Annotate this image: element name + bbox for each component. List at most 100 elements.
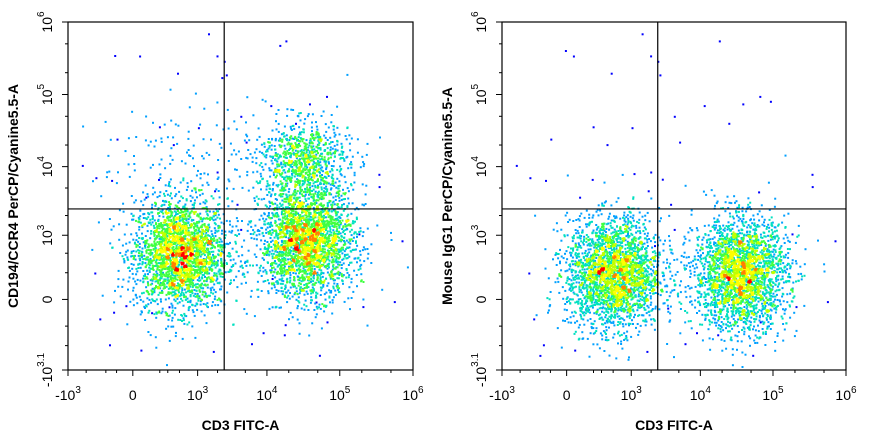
event-dot [271,255,274,258]
event-dot [128,266,130,269]
event-dot [211,241,214,244]
event-dot [321,234,324,237]
event-dot [298,272,300,275]
event-dot [177,264,180,267]
event-dot [133,254,136,257]
event-dot [273,208,276,211]
event-dot [245,281,247,284]
event-dot [208,153,211,156]
event-dot [328,295,331,298]
event-dot [193,227,196,230]
event-dot [299,154,302,157]
event-dot [342,229,345,232]
event-dot [163,239,166,242]
event-dot [340,168,343,170]
event-dot [158,258,161,261]
event-dot [297,146,300,149]
event-dot [337,185,340,187]
event-dot [305,285,308,288]
event-dot [264,239,266,242]
event-dot [145,218,148,220]
event-dot [220,240,223,243]
event-dot [261,165,264,168]
event-dot [181,213,184,216]
event-dot [313,224,316,227]
event-dot [323,156,326,159]
event-dot [260,162,263,165]
event-dot [200,287,203,290]
event-dot [139,266,142,269]
event-dot [162,215,165,218]
event-dot [220,221,223,224]
event-dot [131,110,134,113]
event-dot [277,130,280,133]
event-dot [173,231,176,234]
event-dot [313,138,316,140]
event-dot [244,260,247,263]
event-dot [309,139,312,142]
event-dot [159,177,162,179]
event-dot [301,278,304,281]
event-dot [158,287,161,290]
event-dot [148,293,151,296]
event-dot [288,254,291,256]
event-dot [267,253,270,256]
event-dot [183,218,186,220]
event-dot [332,222,335,225]
event-dot [194,225,197,228]
event-dot [320,155,323,158]
event-dot [308,190,311,193]
event-dot [307,181,310,184]
event-dot [359,265,362,268]
event-dot [350,163,353,166]
event-dot [257,272,260,275]
event-dot [330,234,333,237]
event-dot [296,307,299,310]
event-dot [294,143,297,146]
event-dot [261,227,264,230]
event-dot [147,252,150,255]
event-dot [272,266,275,269]
event-dot [218,196,221,199]
event-dot [292,124,295,127]
event-dot [332,278,335,281]
event-dot [199,290,201,293]
event-dot [217,227,220,229]
event-dot [137,267,140,269]
event-dot [281,203,284,206]
event-dot [107,154,110,157]
event-dot [258,181,261,184]
event-dot [352,248,355,251]
event-dot [261,98,264,101]
event-dot [350,166,353,169]
event-dot [149,283,152,286]
event-dot [126,256,129,259]
event-dot [183,296,186,299]
event-dot [191,325,194,328]
event-dot [362,231,365,234]
event-dot [146,281,149,284]
event-dot [354,231,357,234]
event-dot [293,197,296,200]
event-dot [354,220,356,223]
event-dot [281,199,284,202]
event-dot [158,242,161,245]
event-dot [216,264,218,267]
event-dot [309,271,312,274]
event-dot [200,236,203,239]
event-dot [342,203,345,206]
event-dot [152,248,155,251]
event-dot [183,322,186,325]
event-dot [182,319,185,322]
event-dot [338,256,341,258]
event-dot [347,264,350,266]
event-dot [320,178,323,181]
event-dot [142,300,145,303]
event-dot [240,264,243,267]
event-dot [210,269,213,272]
event-dot [165,222,168,225]
event-dot [327,157,330,160]
event-dot [119,252,122,254]
event-dot [202,268,205,271]
event-dot [206,283,209,286]
